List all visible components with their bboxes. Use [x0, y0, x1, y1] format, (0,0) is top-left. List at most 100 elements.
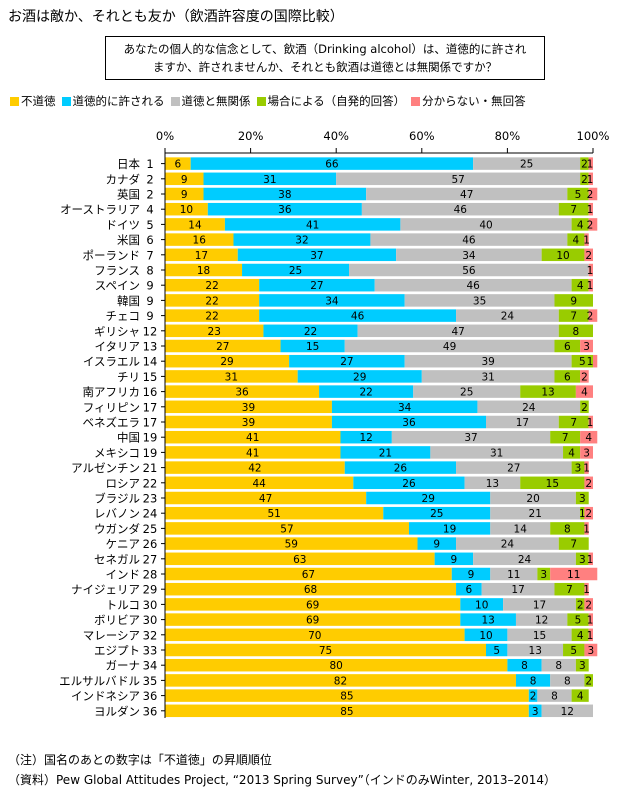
- legend-swatch-immoral: [10, 96, 19, 106]
- bar-segment: [575, 385, 593, 398]
- bar-segment: [541, 658, 576, 672]
- country-label: ヨルダン: [94, 704, 140, 718]
- x-tick-label: 20%: [238, 129, 264, 143]
- bar-segment: [430, 446, 564, 459]
- bar-segment: [203, 187, 367, 201]
- data-label: 6: [564, 341, 571, 353]
- bar-segment: [190, 157, 474, 170]
- data-label: 27: [216, 341, 229, 353]
- country-label: アルゼンチン: [71, 461, 140, 475]
- data-label: 8: [521, 660, 528, 672]
- data-label: 56: [462, 265, 476, 277]
- data-label: 39: [242, 402, 255, 414]
- bar-segment: [571, 628, 589, 642]
- bar-segment: [259, 309, 457, 322]
- data-label: 6: [174, 159, 181, 171]
- bar-segment: [237, 248, 397, 262]
- bar-segment: [336, 172, 581, 186]
- bar-segment: [165, 537, 418, 550]
- bar-segment: [571, 354, 593, 368]
- country-label: ポーランド: [83, 248, 141, 262]
- data-label: 12: [359, 432, 372, 444]
- bar-segment: [507, 628, 572, 642]
- data-label: 17: [195, 250, 208, 262]
- data-label: 41: [306, 219, 319, 231]
- data-label: 1: [583, 235, 590, 247]
- bar-segment: [580, 430, 598, 444]
- data-label: 47: [460, 189, 473, 201]
- country-label: スペイン: [95, 279, 140, 293]
- data-label: 46: [466, 280, 480, 292]
- bar-segment: [588, 552, 593, 566]
- bar-segment: [584, 233, 589, 246]
- legend-label-not-moral-issue: 道徳と無関係: [181, 94, 251, 108]
- data-label: 16: [193, 235, 207, 247]
- data-label: 2: [585, 250, 592, 262]
- country-label: カナダ: [106, 172, 141, 186]
- bar-segment: [259, 294, 405, 307]
- x-tick-label: 60%: [409, 129, 435, 143]
- data-label: 24: [501, 539, 515, 551]
- country-label: エジプト: [94, 644, 140, 658]
- bar-segment: [571, 461, 585, 474]
- country-label: インド: [106, 568, 141, 582]
- legend-swatch-acceptable: [61, 96, 71, 106]
- bar-segment: [575, 598, 585, 611]
- bar-segment: [404, 294, 555, 307]
- bar-segment: [361, 202, 559, 216]
- data-label: 18: [197, 265, 210, 277]
- bar-segment: [507, 658, 542, 672]
- data-label: 1: [587, 280, 594, 292]
- data-label: 2: [585, 675, 592, 687]
- data-label: 20: [526, 493, 539, 505]
- bar-segment: [575, 491, 589, 505]
- bar-segment: [391, 430, 551, 444]
- data-label: 4: [577, 630, 584, 642]
- bar-segment: [289, 354, 405, 368]
- bar-segment: [563, 643, 585, 657]
- country-rank: 5: [146, 218, 153, 232]
- bar-segment: [486, 643, 508, 657]
- bar-segment: [165, 674, 516, 687]
- data-label: 85: [340, 691, 353, 703]
- data-label: 15: [546, 478, 559, 490]
- country-rank: 23: [143, 492, 158, 506]
- country-label: トルコ: [106, 598, 140, 612]
- data-label: 34: [398, 402, 412, 414]
- bar-segment: [374, 278, 572, 292]
- data-label: 29: [353, 371, 366, 383]
- country-rank: 22: [143, 476, 158, 490]
- country-rank: 28: [143, 568, 158, 582]
- bar-segment: [165, 370, 298, 383]
- data-label: 63: [293, 554, 306, 566]
- country-rank: 27: [143, 552, 158, 566]
- data-label: 1: [579, 508, 586, 520]
- data-label: 24: [518, 554, 532, 566]
- data-label: 34: [462, 250, 476, 262]
- country-label: セネガル: [94, 552, 140, 566]
- footnotes: （注）国名のあとの数字は「不道徳」の昇順順位 （資料）Pew Global At…: [8, 750, 556, 790]
- data-label: 1: [583, 463, 590, 475]
- bar-segment: [558, 415, 589, 429]
- bar-segment: [515, 613, 568, 626]
- data-label: 32: [295, 235, 308, 247]
- country-rank: 6: [146, 233, 153, 247]
- bar-segment: [537, 689, 572, 702]
- bar-segment: [584, 643, 598, 657]
- legend-item-dont-know: 分からない・無回答: [411, 93, 526, 109]
- country-label: フィリピン: [83, 400, 140, 414]
- bar-segment: [165, 506, 384, 520]
- bar-segment: [558, 537, 589, 550]
- data-label: 2: [581, 159, 588, 171]
- data-label: 8: [551, 691, 558, 703]
- bar-segment: [413, 385, 521, 398]
- data-label: 3: [588, 645, 595, 657]
- data-label: 10: [475, 599, 488, 611]
- country-label: ガーナ: [106, 659, 141, 673]
- data-label: 36: [235, 387, 249, 399]
- bar-segment: [588, 157, 593, 170]
- data-label: 17: [511, 584, 524, 596]
- data-label: 2: [581, 174, 588, 186]
- bar-segment: [550, 430, 581, 444]
